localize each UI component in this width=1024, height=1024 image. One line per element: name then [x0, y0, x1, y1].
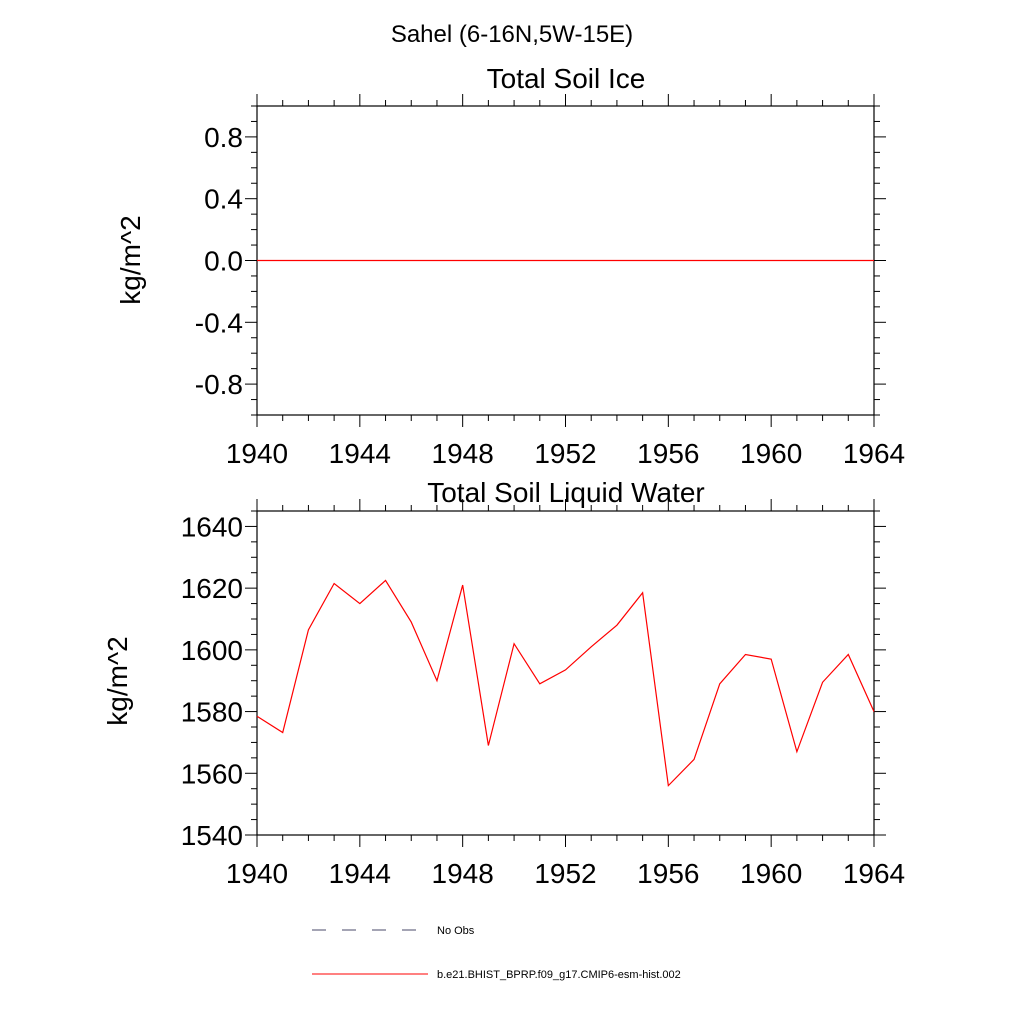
- y-tick-label: 1640: [181, 511, 243, 542]
- y-tick-label: 0.0: [204, 246, 243, 277]
- chart-total-soil-liquid-water: Total Soil Liquid Water kg/m^2 1940 1944 1…: [102, 477, 905, 889]
- x-ticks: 1940 1944 1948 1952 1956 1960 1964: [226, 499, 905, 889]
- x-tick-label: 1956: [637, 438, 699, 469]
- x-tick-label: 1944: [329, 438, 391, 469]
- x-tick-label: 1948: [432, 858, 494, 889]
- y-ticks: 1540 1560 1580 1600 1620 1640: [181, 510, 886, 851]
- y-tick-label: -0.4: [195, 307, 243, 338]
- y-tick-label: 1620: [181, 573, 243, 604]
- legend-item-no-obs: No Obs: [312, 925, 475, 937]
- y-axis-label: kg/m^2: [102, 636, 133, 725]
- legend-label: No Obs: [437, 925, 475, 937]
- x-tick-label: 1952: [534, 858, 596, 889]
- y-tick-label: 1600: [181, 635, 243, 666]
- region-title: Sahel (6-16N,5W-15E): [391, 21, 633, 48]
- y-axis-label: kg/m^2: [115, 215, 146, 304]
- x-tick-label: 1964: [843, 858, 905, 889]
- legend-label: b.e21.BHIST_BPRP.f09_g17.CMIP6-esm-hist.…: [437, 969, 681, 981]
- chart-title: Total Soil Ice: [487, 63, 646, 94]
- x-tick-label: 1952: [534, 438, 596, 469]
- x-tick-label: 1948: [432, 438, 494, 469]
- x-tick-label: 1940: [226, 858, 288, 889]
- y-ticks: -0.8 -0.4 0.0 0.4 0.8: [195, 105, 886, 416]
- y-tick-label: 1580: [181, 697, 243, 728]
- y-tick-label: -0.8: [195, 369, 243, 400]
- legend-item-model: b.e21.BHIST_BPRP.f09_g17.CMIP6-esm-hist.…: [312, 969, 681, 981]
- series-line: [256, 579, 875, 787]
- x-tick-label: 1964: [843, 438, 905, 469]
- legend: No Obs b.e21.BHIST_BPRP.f09_g17.CMIP6-es…: [312, 925, 681, 981]
- x-tick-label: 1940: [226, 438, 288, 469]
- x-tick-label: 1944: [329, 858, 391, 889]
- x-tick-label: 1960: [740, 438, 802, 469]
- chart-total-soil-ice: Total Soil Ice kg/m^2 1940 1944 1948 1952 19…: [115, 63, 905, 469]
- x-tick-label: 1960: [740, 858, 802, 889]
- y-tick-label: 1560: [181, 758, 243, 789]
- x-tick-label: 1956: [637, 858, 699, 889]
- series-layer: [256, 579, 875, 787]
- y-tick-label: 0.4: [204, 184, 243, 215]
- x-ticks: 1940 1944 1948 1952 1956 1960 1964: [226, 94, 905, 469]
- y-tick-label: 1540: [181, 820, 243, 851]
- y-tick-label: 0.8: [204, 122, 243, 153]
